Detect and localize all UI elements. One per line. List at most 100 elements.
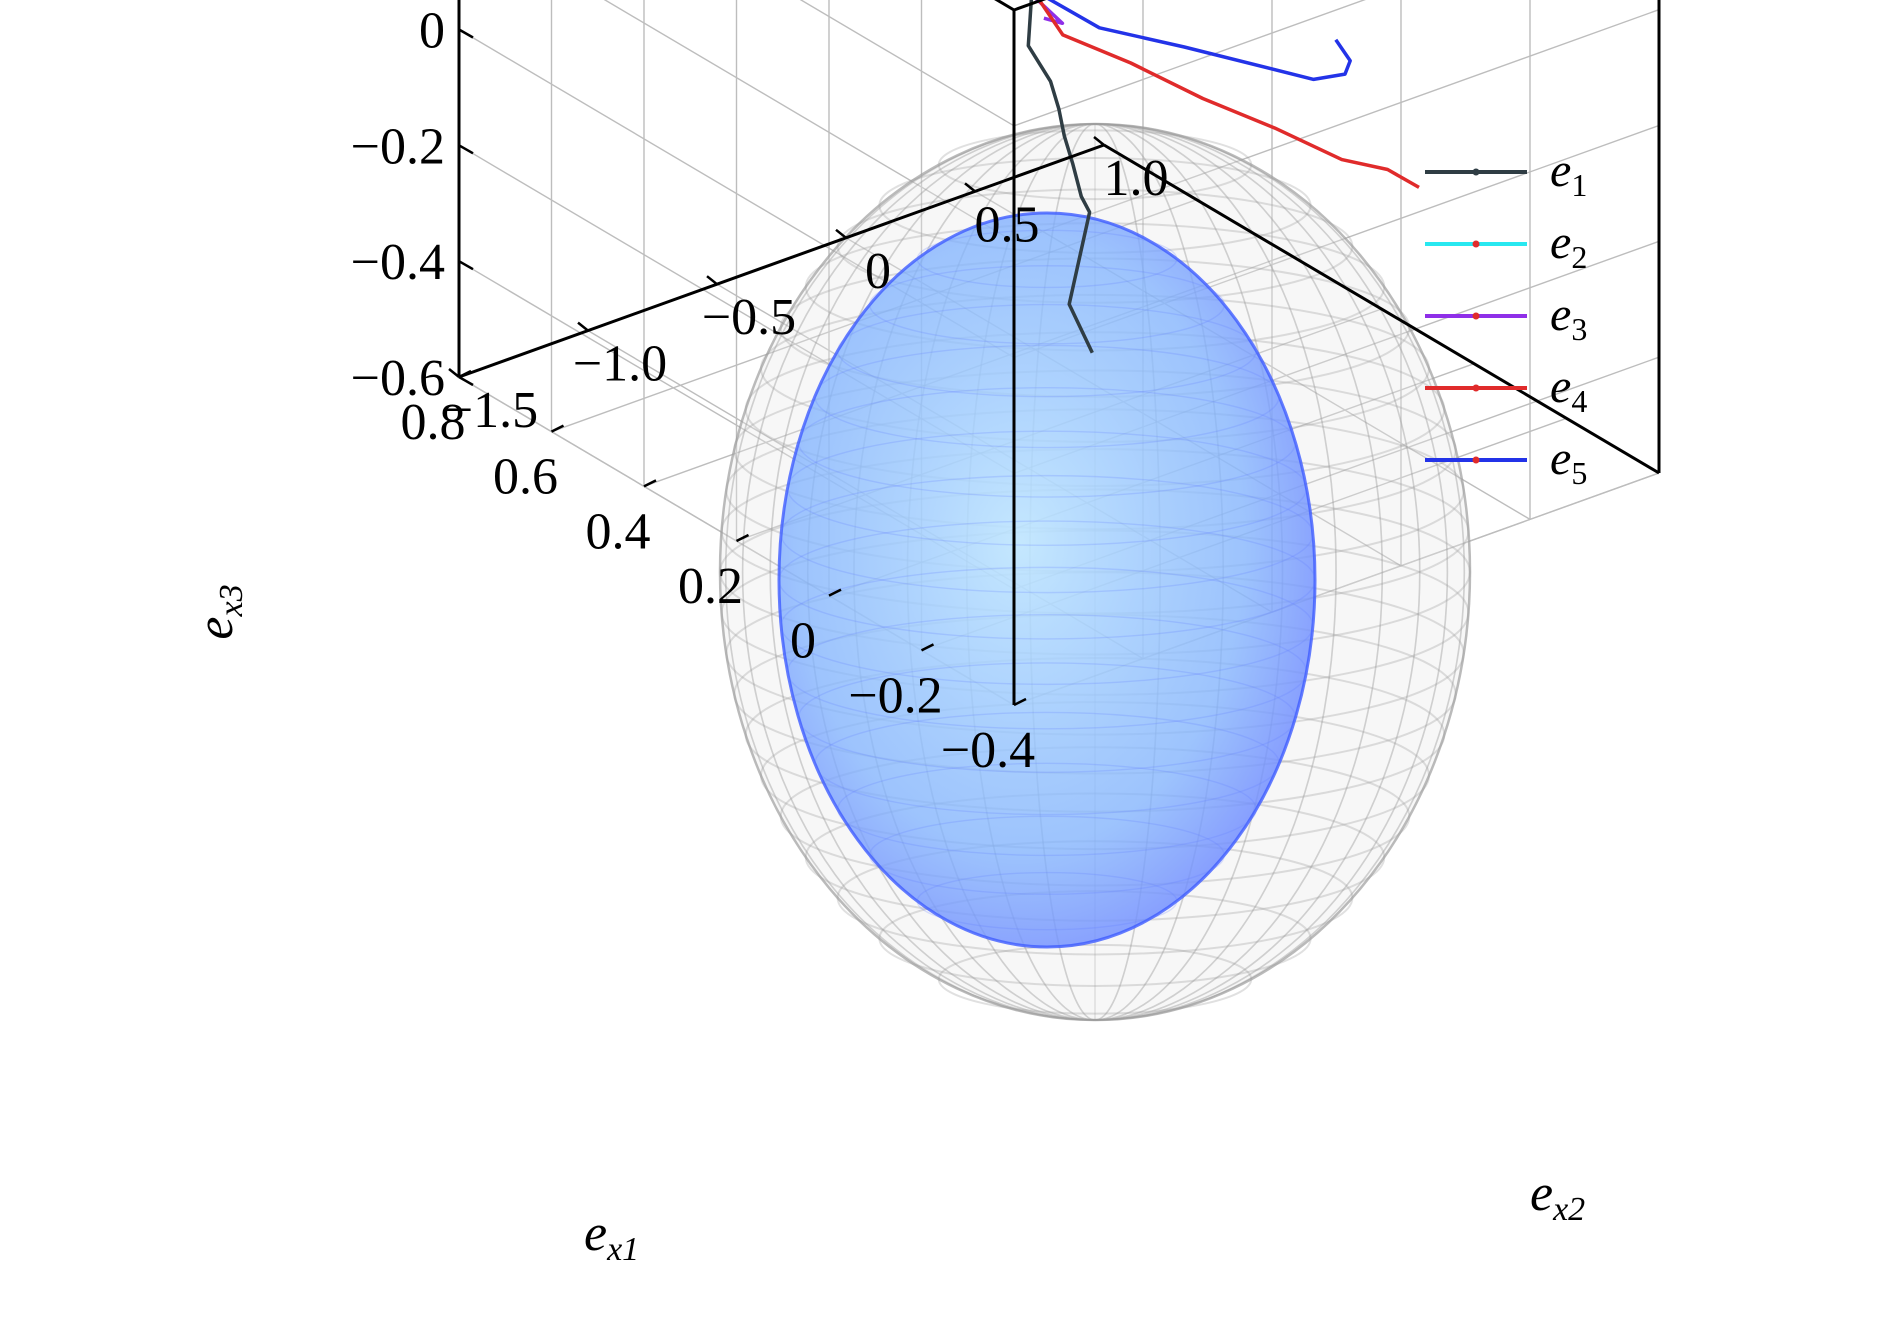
y-tick-label: 1.0	[1104, 150, 1169, 207]
inner-latitude-line	[916, 871, 1178, 931]
x-tick-label: 0.6	[493, 449, 558, 506]
x-tick-mark	[735, 533, 750, 543]
grid-line	[1013, 0, 1044, 11]
y-tick-mark	[964, 182, 976, 193]
y-tick-label: −1.5	[444, 382, 538, 439]
legend-marker	[1472, 168, 1480, 176]
outer-meridian-line	[741, 123, 1449, 1021]
y-tick-mark	[835, 228, 847, 239]
legend-marker	[1472, 240, 1480, 248]
y-tick-label: −1.0	[573, 336, 667, 393]
grid-line	[1013, 9, 1660, 243]
legend-label: e5	[1550, 432, 1587, 491]
y-axis-title-base: e	[1530, 1165, 1553, 1222]
y-tick-mark	[577, 321, 589, 332]
legend-item-e2: e2	[1425, 216, 1587, 275]
svg-text:ex3: ex3	[187, 584, 250, 639]
x-tick-label: 0.8	[401, 394, 466, 451]
outer-meridian-line	[769, 123, 1421, 1021]
grid-line	[799, 0, 1015, 127]
x-tick-label: −0.4	[941, 722, 1035, 779]
legend-item-e3: e3	[1425, 288, 1587, 347]
x-tick-mark	[828, 588, 842, 597]
inner-latitude-line	[869, 265, 1225, 345]
inner-ellipsoid	[777, 211, 1317, 949]
series-e3-line	[1035, 0, 1065, 26]
inner-latitude-line	[786, 430, 1308, 547]
z-axis-title-sub: x3	[213, 584, 250, 617]
box-edge	[1013, 0, 1047, 12]
legend-item-e4: e4	[1425, 360, 1587, 419]
inner-latitude-line	[916, 229, 1178, 289]
legend: e1 e2 e3 e4 e5	[1425, 144, 1587, 491]
z-axis-title: ex3	[187, 584, 250, 639]
inner-latitude-line	[814, 711, 1280, 816]
x-tick-label: −0.2	[848, 667, 942, 724]
y-tick-mark	[706, 275, 718, 286]
tick-layer: −0.6−0.4−0.200.20.40.6−0.4−0.200.20.40.6…	[351, 3, 1169, 780]
legend-label: e4	[1550, 360, 1587, 419]
x-tick-mark	[550, 424, 565, 433]
outer-latitude-line	[937, 943, 1253, 1015]
inner-latitude-line	[780, 566, 1314, 686]
x-tick-mark	[920, 643, 935, 652]
x-tick-label: 0.4	[586, 503, 651, 560]
legend-label: e1	[1550, 144, 1587, 203]
grid-line	[603, 0, 1015, 243]
inner-ellipsoid-surface	[777, 211, 1317, 949]
z-tick-label: −0.2	[351, 118, 445, 175]
legend-marker	[1472, 456, 1480, 464]
x-tick-mark	[458, 369, 472, 379]
inner-latitude-line	[869, 815, 1225, 895]
y-tick-mark	[1093, 136, 1105, 146]
x-tick-mark	[643, 479, 657, 488]
grid-line	[1013, 0, 1366, 127]
inner-latitude-line	[797, 662, 1297, 773]
x-axis-title-sub: x1	[606, 1231, 639, 1268]
x-tick-mark	[1013, 697, 1027, 707]
z-tick-mark	[458, 260, 474, 271]
legend-label: e2	[1550, 216, 1587, 275]
z-axis-title-base: e	[187, 617, 244, 640]
z-tick-mark	[458, 144, 474, 155]
x-axis-title: ex1	[584, 1205, 639, 1268]
box-edge	[458, 143, 1105, 379]
inner-latitude-line	[837, 303, 1257, 398]
outer-meridian-line	[741, 123, 1449, 1021]
inner-latitude-line	[778, 520, 1316, 640]
series-e5-line	[1047, 0, 1352, 82]
z-tick-label: 0	[419, 3, 445, 60]
x-axis-title-base: e	[584, 1205, 607, 1262]
inner-latitude-line	[780, 474, 1314, 594]
y-tick-label: 0.5	[975, 196, 1040, 253]
z-tick-label: −0.6	[351, 350, 445, 407]
outer-latitude-line	[937, 129, 1253, 201]
inner-latitude-line	[797, 387, 1297, 498]
outer-meridian-line	[724, 123, 1466, 1021]
series-layer	[1026, 0, 1420, 354]
y-tick-label: 0	[865, 243, 891, 300]
inner-latitude-line	[837, 762, 1257, 857]
x-tick-label: 0	[790, 613, 816, 670]
legend-marker	[1472, 384, 1480, 392]
y-tick-mark	[448, 368, 460, 378]
inner-latitude-line	[814, 344, 1280, 449]
z-tick-mark	[458, 375, 474, 387]
y-axis-title-sub: x2	[1552, 1191, 1585, 1228]
x-tick-label: 0.2	[678, 558, 743, 615]
z-tick-label: −0.4	[351, 234, 445, 291]
legend-item-e5: e5	[1425, 432, 1587, 491]
series-e4-line	[1037, 0, 1420, 189]
outer-meridian-line	[769, 123, 1421, 1021]
legend-label: e3	[1550, 288, 1587, 347]
svg-text:ex2: ex2	[1530, 1165, 1585, 1228]
z-tick-mark	[458, 28, 474, 39]
outer-meridian-line	[724, 123, 1466, 1021]
svg-text:ex1: ex1	[584, 1205, 639, 1268]
y-axis-title: ex2	[1530, 1165, 1585, 1228]
y-tick-label: −0.5	[702, 289, 796, 346]
legend-item-e1: e1	[1425, 144, 1587, 203]
legend-marker	[1472, 312, 1480, 320]
box-edge	[1103, 143, 1660, 475]
